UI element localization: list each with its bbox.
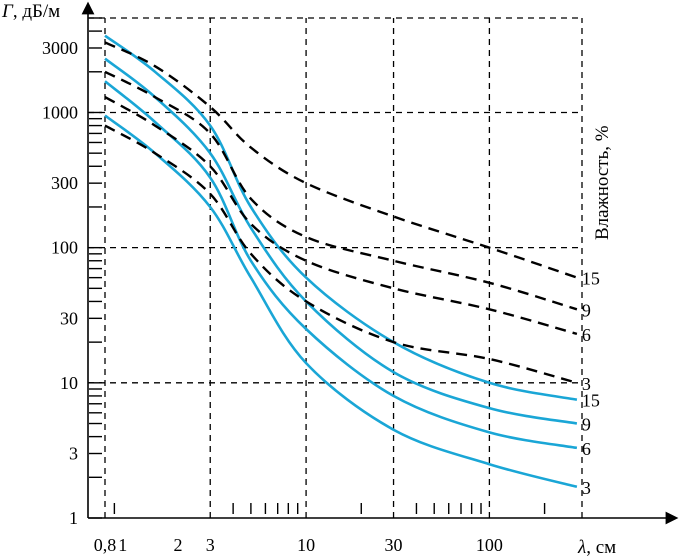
series-end-label-dashed-15: 15	[582, 269, 600, 289]
x-tick-label: 3	[206, 535, 215, 555]
series-line-solid-15	[104, 34, 578, 401]
x-axis-title: λ, см	[577, 537, 616, 557]
series-line-dashed-9	[104, 70, 578, 311]
series-line-solid-3	[104, 114, 578, 489]
x-axis-symbol: λ	[577, 537, 586, 557]
y-tick-label: 10	[60, 373, 78, 393]
y-axis-unit: , дБ/м	[13, 1, 60, 22]
y-tick-label: 100	[51, 238, 78, 258]
y-axis-title: Г, дБ/м	[1, 1, 60, 22]
series-line-dashed-6	[104, 96, 578, 336]
series-line-solid-9	[104, 57, 578, 425]
y-tick-label: 1000	[42, 102, 78, 122]
series-end-label-dashed-6: 6	[582, 325, 591, 345]
legend-title: Влажность, %	[592, 125, 613, 240]
x-axis-unit: , см	[586, 537, 616, 557]
axes	[81, 1, 679, 525]
series-end-label-solid-9: 9	[582, 415, 591, 435]
x-tick-label: 1	[118, 535, 127, 555]
series-line-dashed-3	[104, 124, 578, 384]
y-tick-label: 1	[69, 508, 78, 528]
minor-ticks	[89, 17, 546, 519]
series-lines	[104, 34, 578, 489]
grid-lines	[88, 17, 583, 518]
x-tick-label: 0,8	[94, 535, 117, 555]
series-end-label-solid-6: 6	[582, 439, 591, 459]
x-tick-label: 100	[476, 535, 503, 555]
series-line-solid-6	[104, 80, 578, 450]
series-end-label-dashed-9: 9	[582, 300, 591, 320]
x-tick-label: 10	[297, 535, 315, 555]
series-end-label-solid-3: 3	[582, 478, 591, 498]
series-end-label-dashed-3: 3	[582, 374, 591, 394]
series-line-dashed-15	[104, 41, 578, 279]
y-tick-label: 30	[60, 308, 78, 328]
series-end-label-solid-15: 15	[582, 391, 600, 411]
x-tick-label: 30	[385, 535, 403, 555]
y-axis-symbol: Г	[1, 1, 14, 22]
y-tick-label: 3000	[42, 38, 78, 58]
x-tick-label: 2	[173, 535, 182, 555]
y-tick-label: 3	[69, 444, 78, 464]
y-tick-label: 300	[51, 173, 78, 193]
